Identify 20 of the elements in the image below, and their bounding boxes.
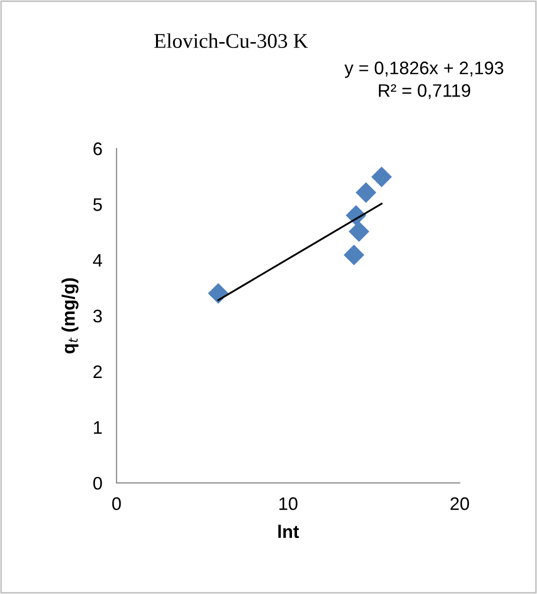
y-tick-label: 6 [94,142,102,156]
text: R² = 0,7119 [378,84,470,100]
x-tick-label: 20 [450,497,470,510]
point [344,244,364,266]
y-tick-label: 3 [93,310,102,322]
x-axis-title: lnt [278,524,299,538]
y-tick-label: 4 [93,254,102,267]
point [371,166,392,188]
y-axis-title: q$_{t}$ (mg/g) [62,278,78,354]
x-tick-label: 0 [112,497,121,510]
point [356,182,376,203]
text: y = 0,1826x + 2,193 [344,62,504,78]
y-tick-label: 0 [93,476,102,490]
y-tick-label: 1 [94,421,102,434]
x-tick-label: 10 [279,497,298,510]
y-tick-label: 5 [93,198,102,211]
point [208,283,229,304]
y-tick-label: 2 [94,365,102,378]
point [348,221,370,242]
chart-title: Elovich-Cu-303 K [154,33,308,48]
